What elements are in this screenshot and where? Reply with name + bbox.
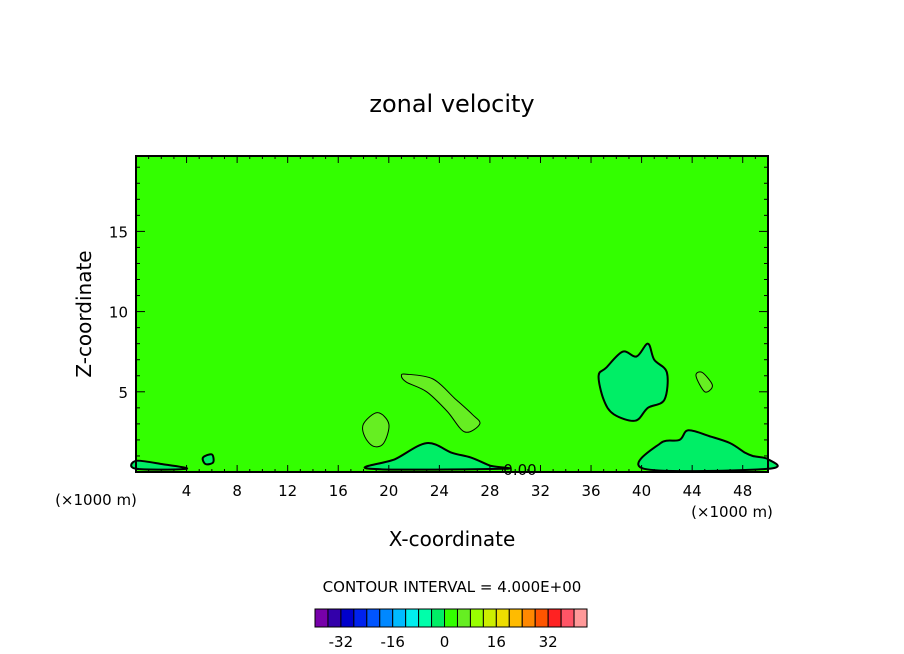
colorbar-swatch-14	[482, 608, 497, 628]
colorbar-swatch-11	[444, 608, 458, 628]
colorbar-tick-label-2: -16	[380, 633, 405, 651]
colorbar-swatch-4	[353, 608, 368, 628]
y-tick-label-10: 10	[109, 304, 128, 322]
y-axis-unit: (×1000 m)	[55, 491, 137, 509]
contour-region-1	[400, 373, 481, 433]
background-fill	[136, 156, 768, 472]
y-axis-label: Z-coordinate	[72, 250, 96, 377]
colorbar-swatch-9	[418, 608, 433, 628]
x-axis-unit: (×1000 m)	[691, 503, 773, 521]
x-tick-label-40: 40	[632, 482, 651, 500]
colorbar-tick-label-1: -32	[329, 633, 354, 651]
colorbar-swatch-21	[573, 608, 588, 628]
colorbar-swatch-18	[534, 608, 549, 628]
x-tick-label-16: 16	[329, 482, 348, 500]
colorbar-swatch-7	[392, 608, 407, 628]
x-tick-label-24: 24	[430, 482, 449, 500]
colorbar-swatch-13	[469, 608, 484, 628]
colorbar-tick-label-3: 0	[440, 633, 450, 651]
x-tick-label-36: 36	[581, 482, 600, 500]
colorbar-swatch-16	[508, 608, 523, 628]
colorbar-tick-label-4: 16	[487, 633, 506, 651]
colorbar-swatch-15	[495, 608, 510, 628]
colorbar-swatch-19	[547, 608, 562, 628]
x-axis-ticks: 4 8 12 16 20 24 28 32 36 40 44 48	[148, 156, 756, 500]
x-tick-label-8: 8	[232, 482, 242, 500]
contour-region-3	[695, 371, 713, 393]
contour-region-8	[201, 453, 215, 466]
contour-line-label: 0.00	[503, 461, 536, 479]
contour-region-5	[637, 429, 779, 473]
contour-interval-text: CONTOUR INTERVAL = 4.000E+00	[323, 578, 582, 596]
x-tick-label-44: 44	[683, 482, 702, 500]
colorbar-swatch-2	[327, 608, 342, 628]
contour-region-2	[362, 412, 390, 448]
x-tick-label-4: 4	[182, 482, 192, 500]
colorbar-swatch-1	[314, 608, 329, 628]
colorbar-swatch-20	[560, 608, 575, 628]
chart-title: zonal velocity	[369, 90, 534, 118]
x-axis-label: X-coordinate	[389, 527, 516, 551]
x-tick-label-28: 28	[480, 482, 499, 500]
colorbar-swatch-12	[456, 608, 471, 628]
y-axis-ticks: 5 10 15	[109, 166, 768, 457]
colorbar-swatch-17	[521, 608, 536, 628]
contour-region-4	[597, 342, 669, 422]
x-tick-label-48: 48	[733, 482, 752, 500]
x-tick-label-12: 12	[278, 482, 297, 500]
contour-region-7	[363, 442, 511, 471]
y-tick-label-5: 5	[118, 384, 128, 402]
x-tick-label-32: 32	[531, 482, 550, 500]
colorbar-swatch-6	[379, 608, 394, 628]
contour-regions	[130, 342, 779, 473]
x-tick-label-20: 20	[379, 482, 398, 500]
y-tick-label-15: 15	[109, 223, 128, 241]
colorbar-swatch-8	[405, 608, 420, 628]
colorbar-swatch-3	[340, 608, 355, 628]
colorbar: -32 -16 0 16 32	[314, 608, 588, 651]
colorbar-swatch-5	[366, 608, 381, 628]
colorbar-swatch-10	[431, 608, 446, 628]
colorbar-tick-label-5: 32	[539, 633, 558, 651]
